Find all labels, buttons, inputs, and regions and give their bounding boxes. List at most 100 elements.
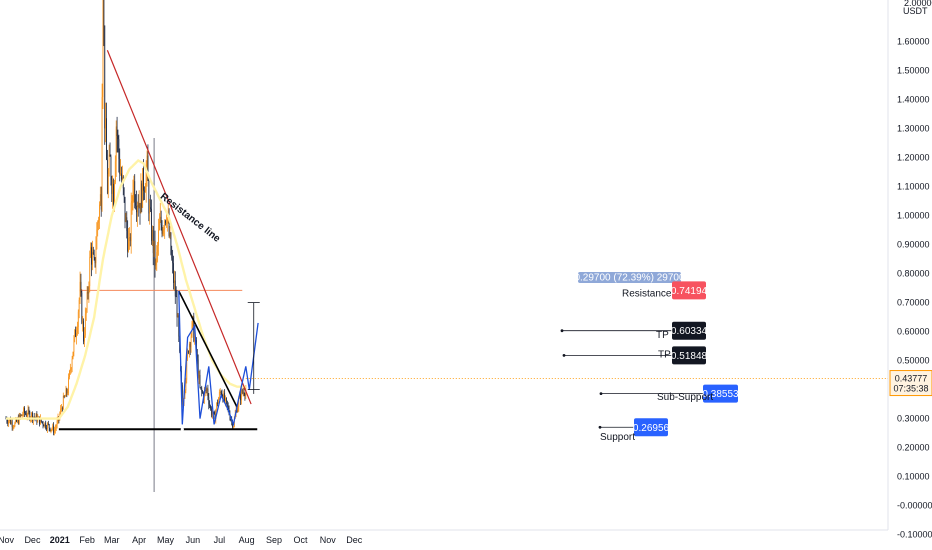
candle-body	[81, 292, 83, 323]
candle-body	[153, 240, 155, 254]
price-axis-tick: 1.30000	[897, 124, 930, 134]
candle-body	[110, 156, 112, 181]
support-line-handle	[180, 427, 184, 431]
time-axis-tick: Dec	[346, 535, 363, 545]
candle-body	[39, 417, 41, 425]
candle-body	[111, 180, 113, 194]
candle-body	[46, 427, 47, 430]
candle-body	[174, 280, 176, 297]
candle-body	[207, 388, 209, 398]
candle-body	[166, 218, 168, 223]
candle-body	[56, 420, 58, 427]
candle-body	[186, 358, 188, 380]
candle-body	[166, 222, 167, 224]
candle-body	[109, 154, 111, 157]
candle-body	[31, 413, 32, 418]
candle-body	[136, 205, 138, 213]
candle-body	[75, 329, 77, 337]
candle-body	[24, 408, 25, 414]
candle-body	[82, 321, 84, 323]
candle-body	[232, 421, 233, 428]
candle-body	[241, 389, 243, 393]
candle-body	[20, 414, 22, 417]
candle-body	[159, 216, 161, 222]
candle-body	[69, 369, 71, 371]
candle-body	[39, 416, 40, 425]
time-axis-tick: May	[157, 535, 175, 545]
candle-body	[128, 238, 129, 252]
bar-countdown: 07:35:38	[893, 384, 928, 394]
candle-body	[19, 414, 21, 417]
candle-body	[151, 230, 153, 241]
candle-body	[91, 252, 93, 265]
time-axis-tick: Dec	[24, 535, 41, 545]
candle-body	[136, 205, 137, 213]
candle-body	[130, 202, 132, 242]
time-axis-tick: Mar	[104, 535, 120, 545]
candle-body	[142, 168, 144, 208]
candle-body	[229, 414, 231, 420]
price-axis-tick: 0.80000	[897, 269, 930, 279]
candle-body	[51, 428, 53, 430]
candle-body	[187, 351, 189, 359]
candle-body	[22, 414, 24, 416]
candle-body	[244, 394, 246, 396]
candle-body	[87, 292, 89, 294]
candle-body	[198, 374, 200, 379]
candle-body	[219, 391, 221, 393]
candle-body	[83, 321, 84, 342]
candle-body	[163, 228, 165, 230]
candle-body	[144, 190, 145, 193]
candle-body	[98, 220, 99, 223]
candle-body	[171, 253, 173, 259]
candle-body	[132, 192, 134, 202]
triangle-upper-line	[178, 290, 238, 408]
candle-body	[25, 413, 27, 417]
candle-body	[84, 314, 86, 336]
candle-body	[14, 422, 16, 427]
target-ray-start	[562, 353, 566, 357]
candle-body	[165, 220, 166, 224]
candle-body	[181, 385, 183, 405]
candle-body	[62, 408, 63, 410]
time-axis-tick: Nov	[320, 535, 337, 545]
candle-body	[72, 351, 74, 359]
candle-body	[10, 421, 12, 424]
price-axis-tick: -0.00000	[897, 501, 932, 511]
candle-body	[47, 423, 48, 430]
candle-body	[194, 338, 196, 342]
candle-body	[224, 392, 226, 402]
price-label: 0.60334	[671, 326, 708, 337]
candle-body	[70, 368, 72, 370]
candle-body	[144, 191, 146, 193]
price-label-box	[672, 321, 706, 340]
candle-body	[41, 421, 43, 423]
candle-body	[88, 285, 90, 294]
resistance-trend-line	[106, 50, 252, 405]
candle-body	[113, 183, 114, 207]
candle-body	[170, 232, 172, 254]
candle-body	[190, 336, 192, 348]
candle-body	[178, 315, 180, 337]
candle-body	[6, 418, 8, 422]
wave-pattern-line	[178, 290, 259, 427]
candle-body	[100, 194, 102, 210]
candle-body	[188, 351, 189, 353]
candle-body	[210, 405, 211, 409]
candle-body	[140, 183, 142, 214]
candle-body	[240, 393, 241, 401]
candle-body	[99, 194, 101, 205]
candle-body	[150, 207, 151, 209]
candle-body	[71, 358, 73, 369]
candle-body	[84, 335, 85, 342]
candle-body	[196, 354, 198, 360]
candle-body	[91, 247, 92, 265]
candle-body	[164, 220, 166, 229]
price-axis-tick: 0.70000	[897, 298, 930, 308]
candle-body	[202, 391, 203, 394]
candle-body	[205, 390, 207, 391]
candle-body	[117, 135, 119, 140]
candle-body	[148, 180, 150, 214]
